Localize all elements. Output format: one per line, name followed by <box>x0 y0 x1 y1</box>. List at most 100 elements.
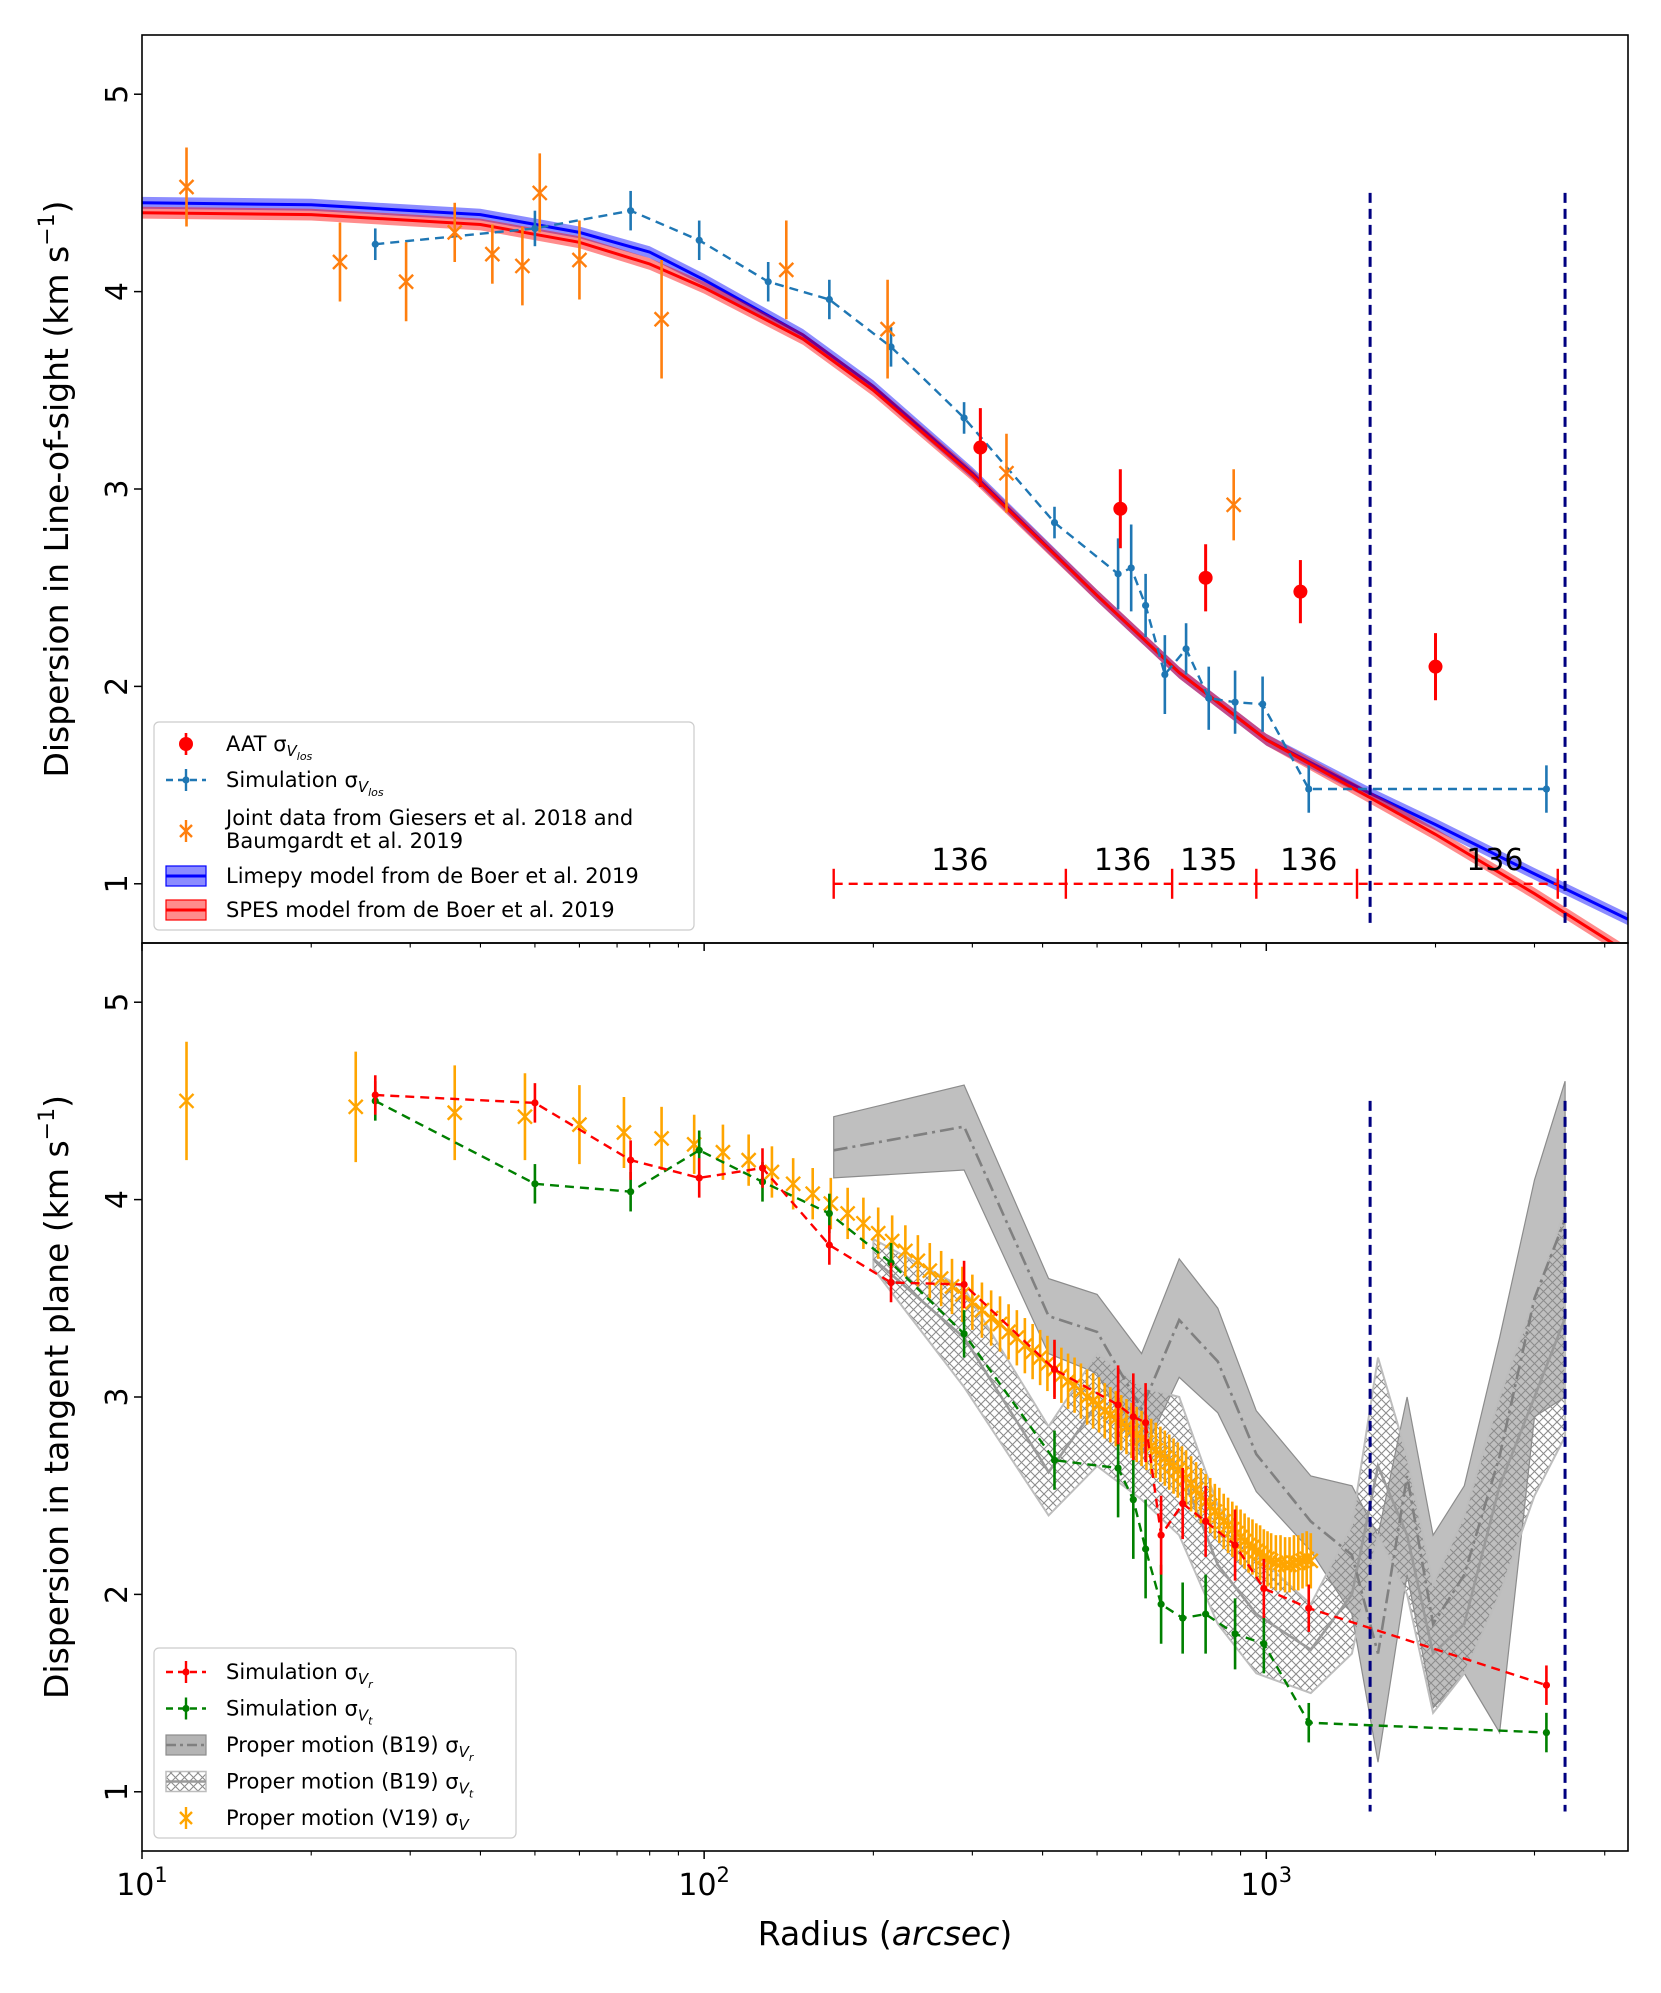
x-tick-label: 102 <box>678 1863 730 1903</box>
legend-label: Proper motion (B19) σVr <box>226 1733 475 1764</box>
b19-tangential-line <box>872 1257 1567 1657</box>
simulation-radial-point <box>1050 1339 1059 1399</box>
simulation-tangential-point <box>1260 1614 1268 1674</box>
x-tick-label: 103 <box>1241 1863 1293 1903</box>
legend-label: Proper motion (V19) σV <box>226 1806 471 1834</box>
aat-los-point <box>973 408 988 488</box>
v19-point-point <box>1000 1304 1017 1360</box>
simulation-tangential-point <box>1305 1702 1313 1743</box>
simulation-tangential-point <box>1231 1598 1239 1670</box>
y-tick-label: 5 <box>100 85 135 104</box>
x-axis-label: Radius (arcsec) <box>758 1914 1012 1953</box>
bottom-panel: 1 2 3 4 5 Dispersion in tangent plane (km s−1… <box>35 942 1629 1953</box>
joint-data-point <box>778 220 795 320</box>
simulation-radial-point <box>887 1262 895 1303</box>
simulation-los-point <box>825 279 833 320</box>
simulation-los-point <box>1161 635 1169 715</box>
simulation-los-point <box>531 210 539 247</box>
aat-los-point <box>1198 544 1213 612</box>
x-tick-label: 101 <box>116 1863 168 1903</box>
joint-data-point <box>998 433 1015 513</box>
simulation-radial-point <box>1157 1495 1165 1575</box>
simulation-los-point <box>1050 506 1059 539</box>
v19-point-point <box>571 1085 588 1165</box>
bin-count-label: 136 <box>931 843 988 878</box>
v19-point-point <box>910 1235 926 1287</box>
simulation-los-point <box>1114 538 1122 610</box>
legend-item: Proper motion (V19) σV <box>179 1806 471 1834</box>
joint-data-point <box>571 220 588 300</box>
legend-label: Simulation σVr <box>226 1660 374 1691</box>
joint-data-point <box>484 224 501 284</box>
joint-data-point <box>332 222 348 302</box>
simulation-tangential-point <box>1142 1499 1150 1599</box>
v19-point-point <box>740 1134 757 1186</box>
simulation-radial-point <box>1179 1468 1187 1540</box>
simulation-radial-point <box>758 1148 767 1188</box>
simulation-tangential-point <box>1179 1582 1187 1654</box>
simulation-tangential-point <box>1202 1574 1210 1654</box>
top-panel: 136 136 135 136 136 1 2 3 4 5 Dispersion in Line-o… <box>35 34 1629 951</box>
v19-point-point <box>897 1225 914 1277</box>
simulation-radial-point <box>1305 1584 1313 1632</box>
simulation-radial-point <box>960 1260 968 1309</box>
simulation-radial-point <box>1202 1485 1210 1557</box>
legend-item: Proper motion (B19) σVt <box>165 1770 474 1801</box>
joint-data-point <box>653 260 670 379</box>
v19-point-point <box>653 1106 670 1170</box>
simulation-los-point <box>1182 623 1190 675</box>
v19-point-point <box>446 1065 463 1161</box>
v19-point-point <box>822 1177 839 1230</box>
simulation-tangential-point <box>1157 1564 1165 1644</box>
simulation-radial-point <box>695 1158 703 1198</box>
legend-label: SPES model from de Boer et al. 2019 <box>226 898 615 922</box>
simulation-radial-point <box>627 1140 635 1180</box>
simulation-los-point <box>1305 765 1313 813</box>
aat-los-point <box>1428 633 1443 701</box>
y-tick-label: 3 <box>100 479 135 498</box>
v19-point-point <box>921 1243 938 1299</box>
simulation-radial-point <box>1114 1365 1122 1445</box>
simulation-radial-point <box>1142 1383 1150 1463</box>
simulation-los-point <box>371 228 379 261</box>
joint-data-point <box>446 202 463 262</box>
v19-point-point <box>954 1266 971 1322</box>
v19-point-point <box>1302 1533 1319 1589</box>
joint-data-point <box>398 242 414 322</box>
aat-los-point <box>1293 560 1308 624</box>
simulation-los-point <box>1127 524 1135 612</box>
legend-item: SPES model from de Boer et al. 2019 <box>165 898 615 922</box>
top-plot-area: 136 136 135 136 136 <box>142 147 1628 943</box>
b19-tangential-band <box>872 1209 1567 1716</box>
simulation-tangential-point <box>1542 1712 1551 1753</box>
simulation-radial-point <box>1231 1509 1239 1581</box>
bin-count-label: 135 <box>1180 843 1237 878</box>
v19-point-point <box>839 1187 856 1240</box>
bin-count-label: 136 <box>1094 843 1151 878</box>
legend-label: Limepy model from de Boer et al. 2019 <box>226 864 639 888</box>
v19-point-point <box>944 1258 960 1315</box>
y-tick-label: 3 <box>100 1387 135 1406</box>
model-line <box>142 201 1628 921</box>
legend-item: Simulation σVlos <box>166 768 384 799</box>
simulation-radial-point <box>531 1083 539 1123</box>
y-tick-label: 1 <box>100 874 135 893</box>
joint-data-point <box>1225 469 1242 541</box>
simulation-tangential-point <box>1050 1430 1059 1490</box>
y-tick-label: 1 <box>100 1782 135 1801</box>
joint-data-point <box>531 153 548 233</box>
v19-point-point <box>804 1168 821 1220</box>
top-legend: AAT σVlos Simulation σVlos Joint data from… <box>153 721 695 931</box>
bin-count-label: 136 <box>1466 843 1523 878</box>
legend-label: Baumgardt et al. 2019 <box>226 829 463 853</box>
y-tick-label: 5 <box>100 993 135 1012</box>
y-tick-label: 4 <box>100 1190 135 1209</box>
simulation-los-point <box>1258 676 1267 732</box>
legend-item: Simulation σVr <box>166 1660 374 1691</box>
v19-point-point <box>715 1124 731 1180</box>
aat-los-point <box>1113 469 1128 549</box>
simulation-los-point <box>960 402 968 434</box>
v19-point-point <box>1017 1318 1033 1374</box>
simulation-los-point <box>695 220 703 261</box>
